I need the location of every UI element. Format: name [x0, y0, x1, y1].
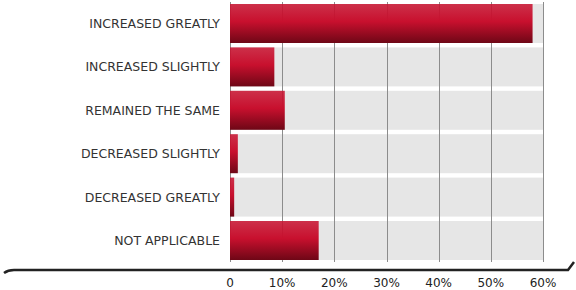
- tick-label: 40%: [425, 276, 452, 290]
- category-label: INCREASED SLIGHTLY: [85, 59, 220, 74]
- category-labels: INCREASED GREATLY INCREASED SLIGHTLY REMAI…: [81, 16, 220, 248]
- axis-line: [4, 262, 574, 273]
- bar: [230, 47, 274, 86]
- bar: [230, 221, 319, 260]
- tick-label: 20%: [321, 276, 348, 290]
- row-band: [230, 178, 543, 217]
- row-bands: [230, 4, 543, 260]
- chart-root: INCREASED GREATLY INCREASED SLIGHTLY REMAI…: [0, 0, 576, 290]
- tick-label: 10%: [269, 276, 296, 290]
- row-band: [230, 91, 543, 130]
- x-axis: 0 10% 20% 30% 40% 50% 60%: [4, 262, 574, 290]
- category-label: DECREASED GREATLY: [85, 190, 221, 205]
- category-label: DECREASED SLIGHTLY: [81, 146, 220, 161]
- grid-line: [543, 2, 544, 262]
- bar: [230, 134, 238, 173]
- bar: [230, 91, 285, 130]
- tick-label: 50%: [477, 276, 504, 290]
- tick-label: 60%: [530, 276, 557, 290]
- bar: [230, 178, 234, 217]
- category-label: REMAINED THE SAME: [85, 103, 220, 118]
- tick-label: 0: [226, 276, 234, 290]
- row-band: [230, 4, 543, 43]
- category-label: INCREASED GREATLY: [89, 16, 220, 31]
- bars: [230, 4, 533, 260]
- chart: INCREASED GREATLY INCREASED SLIGHTLY REMAI…: [0, 0, 576, 290]
- grid: [231, 2, 544, 262]
- bar: [230, 4, 533, 43]
- row-band: [230, 47, 543, 86]
- category-label: NOT APPLICABLE: [114, 233, 220, 248]
- tick-label: 30%: [373, 276, 400, 290]
- row-band: [230, 134, 543, 173]
- row-band: [230, 221, 543, 260]
